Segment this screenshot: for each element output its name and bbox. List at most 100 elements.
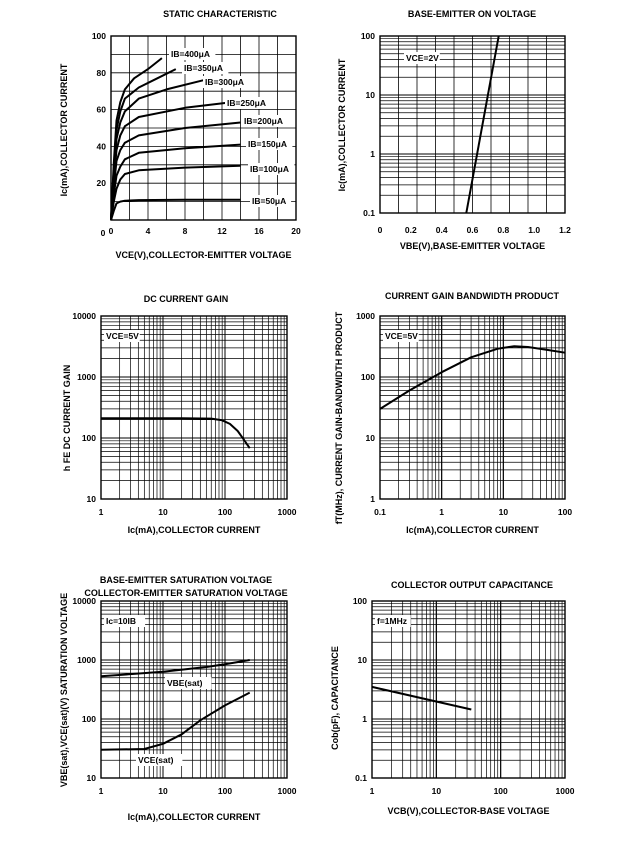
label-bg <box>104 615 146 627</box>
series-line-1 <box>110 198 241 221</box>
plot-frame <box>110 35 297 221</box>
y-tick-label: 1 <box>370 494 375 504</box>
y-tick-label: 10 <box>366 433 376 443</box>
label-bg <box>225 97 272 109</box>
y-tick-label: 100 <box>353 596 367 606</box>
label-bg <box>169 48 216 60</box>
y-axis-label: Cob(pF), CAPACITANCE <box>330 646 340 750</box>
grid <box>100 600 288 779</box>
y-tick-label: 1000 <box>77 372 96 382</box>
y-tick-label: 40 <box>97 141 107 151</box>
curve-label: IB=400μA <box>171 49 210 59</box>
y-axis-label: h FE DC CURRENT GAIN <box>62 365 72 472</box>
curve-label: IB=250μA <box>227 98 266 108</box>
x-tick-label: 10 <box>499 507 509 517</box>
x-tick-label: 1.2 <box>559 225 571 235</box>
x-tick-label: 0 <box>101 228 106 238</box>
grid <box>100 315 288 500</box>
label-bg <box>250 195 292 207</box>
label-bg <box>246 138 293 150</box>
curve-label: IB=300μA <box>205 77 244 87</box>
chart-cob: COLLECTOR OUTPUT CAPACITANCE 1 10 100 1000 0.… <box>330 580 575 816</box>
y-tick-label: 0.1 <box>355 773 367 783</box>
annotation-label: VCE=2V <box>406 53 439 63</box>
y-tick-label: 100 <box>361 31 375 41</box>
x-axis-label: Ic(mA),COLLECTOR CURRENT <box>406 525 539 535</box>
y-tick-label: 100 <box>82 714 96 724</box>
label-bg <box>136 754 183 766</box>
y-tick-label: 1 <box>370 149 375 159</box>
grid <box>379 315 566 500</box>
curve-label: IB=350μA <box>184 63 223 73</box>
series-line-1 <box>465 35 500 214</box>
plot-frame <box>379 315 566 500</box>
y-tick-label: 10000 <box>72 596 96 606</box>
series-line-1 <box>379 345 566 410</box>
x-tick-label: 100 <box>558 507 572 517</box>
curve-label: IB=200μA <box>244 116 283 126</box>
annotation-label: VCE=5V <box>106 331 139 341</box>
x-tick-label: 1.0 <box>528 225 540 235</box>
chart-title: BASE-EMITTER SATURATION VOLTAGE <box>100 575 272 585</box>
series-line-5 <box>110 101 232 221</box>
plot-frame <box>371 600 566 779</box>
chart-ft: CURRENT GAIN BANDWIDTH PRODUCT 0.1 1 10 100 1… <box>334 291 572 535</box>
y-tick-label: 10000 <box>72 311 96 321</box>
curve-label: IB=50μA <box>252 196 286 206</box>
series-line-1 <box>371 685 472 711</box>
chart-static: STATIC CHARACTERISTIC 0 4 8 12 16 20 20 40 60 80 10… <box>59 9 301 260</box>
series-line-3 <box>110 143 241 221</box>
x-tick-label: 0 <box>378 225 383 235</box>
x-tick-label: 1 <box>99 786 104 796</box>
chart-title: BASE-EMITTER ON VOLTAGE <box>408 9 536 19</box>
x-tick-label: 100 <box>218 786 232 796</box>
x-tick-label: 1 <box>99 507 104 517</box>
x-tick-label: 12 <box>217 226 227 236</box>
x-axis-label: VBE(V),BASE-EMITTER VOLTAGE <box>400 241 545 251</box>
chart-vbe: BASE-EMITTER ON VOLTAGE 0 0.2 0.4 0.6 0.8 1.0 1… <box>337 9 571 251</box>
series-line-1 <box>100 659 250 678</box>
series-label: VCE(sat) <box>138 755 174 765</box>
y-tick-label: 10 <box>87 494 97 504</box>
grid <box>371 600 566 779</box>
y-tick-label: 10 <box>87 773 97 783</box>
annotation-label: f=1MHz <box>377 616 407 626</box>
label-bg <box>404 52 440 64</box>
y-axis-label: VBE(sat),VCE(sat)(V) SATURATION VOLTAGE <box>59 593 69 787</box>
y-tick-label: 10 <box>366 90 376 100</box>
y-axis-label: fT(MHz), CURRENT GAIN-BANDWIDTH PRODUCT <box>334 311 344 524</box>
y-tick-label: 1000 <box>77 655 96 665</box>
chart-title: STATIC CHARACTERISTIC <box>163 9 277 19</box>
y-tick-label: 100 <box>82 433 96 443</box>
label-bg <box>104 330 140 342</box>
series-line-2 <box>110 164 241 221</box>
plot-frame <box>379 35 566 214</box>
y-tick-label: 100 <box>361 372 375 382</box>
x-tick-label: 10 <box>158 786 168 796</box>
x-tick-label: 1000 <box>278 786 297 796</box>
x-tick-label: 20 <box>291 226 301 236</box>
series-line-2 <box>100 691 251 751</box>
label-bg <box>203 76 250 88</box>
x-tick-label: 0.2 <box>405 225 417 235</box>
label-bg <box>165 677 212 689</box>
label-bg <box>375 615 411 627</box>
y-tick-label: 10 <box>358 655 368 665</box>
x-tick-label: 10 <box>158 507 168 517</box>
x-tick-label: 4 <box>146 226 151 236</box>
x-tick-label: 0 <box>109 226 114 236</box>
annotation-label: VCE=5V <box>385 331 418 341</box>
x-tick-label: 1 <box>370 786 375 796</box>
y-tick-label: 20 <box>97 178 107 188</box>
plot-frame <box>100 315 288 500</box>
x-axis-label: Ic(mA),COLLECTOR CURRENT <box>128 812 261 822</box>
y-tick-label: 1000 <box>356 311 375 321</box>
x-tick-label: 1 <box>439 507 444 517</box>
series-line-4 <box>110 121 241 221</box>
y-tick-label: 80 <box>97 68 107 78</box>
chart-sat: BASE-EMITTER SATURATION VOLTAGE COLLECTOR… <box>59 575 297 822</box>
annotation-label: Ic=10IB <box>106 616 136 626</box>
x-tick-label: 0.1 <box>374 507 386 517</box>
